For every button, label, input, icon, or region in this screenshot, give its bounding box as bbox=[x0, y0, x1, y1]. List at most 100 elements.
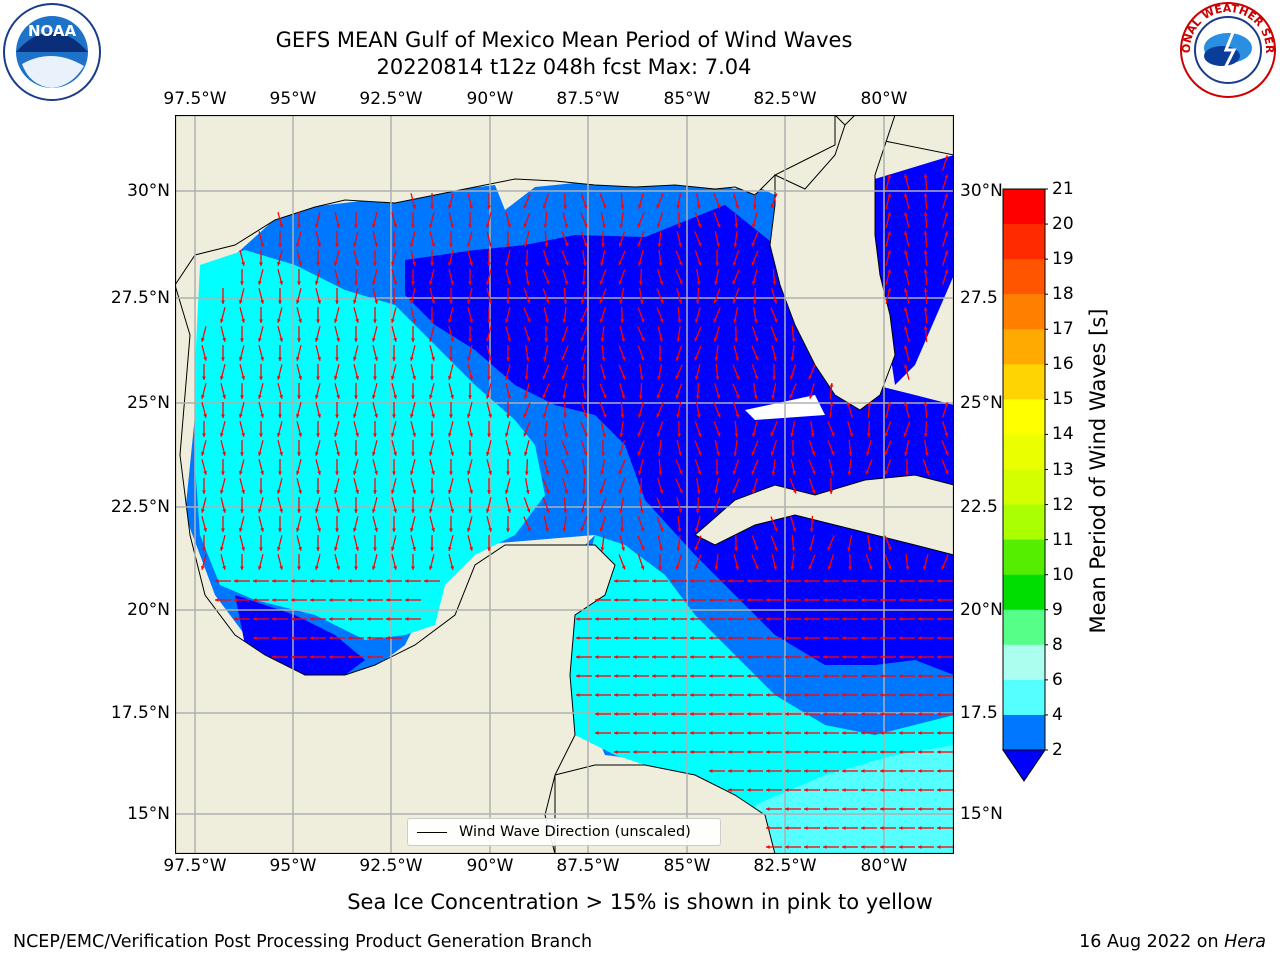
wave-arrow bbox=[297, 212, 301, 228]
wave-arrow bbox=[804, 598, 820, 602]
wave-arrow bbox=[899, 693, 915, 697]
wave-arrow bbox=[348, 636, 364, 640]
wave-arrow bbox=[410, 421, 416, 437]
wave-arrow bbox=[410, 402, 416, 418]
wave-arrow bbox=[733, 193, 740, 209]
lon-tick-bottom: 82.5°W bbox=[753, 856, 817, 876]
wave-arrow bbox=[619, 288, 625, 304]
wave-arrow bbox=[315, 516, 321, 532]
wave-arrow bbox=[391, 307, 397, 323]
wave-arrow bbox=[753, 383, 758, 399]
wave-arrow bbox=[637, 231, 645, 247]
wave-arrow bbox=[638, 497, 644, 513]
wave-arrow bbox=[808, 459, 816, 475]
wave-arrow bbox=[505, 269, 511, 285]
wave-arrow bbox=[240, 269, 244, 285]
wave-arrow bbox=[580, 421, 588, 437]
wave-arrow bbox=[677, 515, 682, 533]
wave-arrow bbox=[618, 231, 626, 247]
wave-arrow bbox=[315, 212, 321, 228]
wave-arrow bbox=[747, 598, 763, 602]
wave-arrow bbox=[657, 230, 662, 248]
wave-arrow bbox=[918, 769, 934, 773]
wave-arrow bbox=[543, 345, 549, 361]
wave-arrow bbox=[391, 535, 397, 551]
wave-arrow bbox=[354, 440, 358, 456]
wave-arrow bbox=[315, 288, 321, 304]
wave-arrow bbox=[656, 421, 664, 437]
wave-arrow bbox=[620, 401, 625, 419]
wave-arrow bbox=[785, 807, 801, 811]
sea-ice-note-text: Sea Ice Concentration > 15% is shown in … bbox=[347, 890, 933, 914]
wave-arrow bbox=[827, 554, 835, 570]
lat-tick-right: 20°N bbox=[960, 600, 1003, 620]
wave-arrow bbox=[372, 212, 378, 228]
wave-arrow bbox=[785, 674, 801, 678]
wave-arrow bbox=[582, 249, 587, 267]
wave-arrow bbox=[713, 421, 721, 437]
colorbar-band bbox=[1003, 714, 1045, 750]
wave-arrow bbox=[315, 440, 321, 456]
wave-arrow bbox=[937, 674, 953, 678]
wave-arrow bbox=[525, 344, 530, 362]
wave-arrow bbox=[785, 617, 801, 621]
wave-arrow bbox=[880, 674, 896, 678]
wave-arrow bbox=[316, 421, 320, 437]
wave-arrow bbox=[329, 598, 345, 602]
wave-arrow bbox=[580, 516, 588, 532]
wave-arrow bbox=[561, 364, 569, 380]
wave-arrow bbox=[747, 617, 763, 621]
wave-arrow bbox=[467, 516, 473, 532]
wave-arrow bbox=[714, 478, 720, 494]
wave-arrow bbox=[728, 617, 744, 621]
wave-arrow bbox=[220, 497, 226, 513]
wave-arrow bbox=[448, 250, 454, 266]
wave-arrow bbox=[599, 516, 607, 532]
wave-arrow bbox=[880, 655, 896, 659]
wave-arrow bbox=[335, 345, 339, 361]
wave-arrow bbox=[239, 345, 245, 361]
wave-arrow bbox=[827, 535, 835, 551]
wave-arrow bbox=[334, 383, 340, 399]
wave-arrow bbox=[715, 363, 720, 381]
wave-arrow bbox=[543, 516, 549, 532]
wave-arrow bbox=[372, 231, 378, 247]
wave-arrow bbox=[372, 440, 378, 456]
wave-arrow bbox=[904, 440, 910, 456]
wave-arrow bbox=[808, 383, 815, 399]
wave-arrow bbox=[614, 655, 630, 659]
wave-arrow bbox=[467, 193, 473, 209]
wave-arrow bbox=[386, 579, 402, 583]
wave-arrow bbox=[880, 788, 896, 792]
wave-arrow bbox=[391, 269, 397, 285]
wave-arrow bbox=[430, 478, 434, 494]
wave-arrow bbox=[259, 307, 263, 323]
colorbar-tick-label: 10 bbox=[1052, 564, 1074, 585]
wave-arrow bbox=[747, 636, 763, 640]
wave-arrow bbox=[410, 345, 416, 361]
wave-arrow bbox=[842, 617, 858, 621]
wave-arrow bbox=[373, 307, 377, 323]
wave-arrow bbox=[633, 674, 649, 678]
wave-arrow bbox=[694, 554, 702, 570]
wave-arrow bbox=[808, 554, 816, 570]
wave-arrow bbox=[918, 636, 934, 640]
wave-arrow bbox=[923, 287, 928, 305]
wave-arrow bbox=[467, 307, 473, 323]
wave-arrow bbox=[576, 655, 592, 659]
colorbar-tick-label: 17 bbox=[1052, 319, 1074, 340]
wave-arrow bbox=[771, 458, 776, 476]
wave-arrow bbox=[937, 769, 953, 773]
wave-arrow bbox=[296, 421, 302, 437]
wave-arrow bbox=[695, 382, 700, 400]
wave-arrow bbox=[656, 193, 664, 209]
wave-arrow bbox=[694, 250, 702, 266]
wave-arrow bbox=[201, 345, 207, 361]
wave-arrow bbox=[880, 598, 896, 602]
wave-arrow bbox=[638, 382, 643, 400]
wave-arrow bbox=[867, 401, 872, 419]
wave-arrow bbox=[728, 693, 744, 697]
wave-arrow bbox=[766, 788, 782, 792]
wave-arrow bbox=[677, 420, 682, 438]
wave-arrow bbox=[620, 192, 625, 210]
